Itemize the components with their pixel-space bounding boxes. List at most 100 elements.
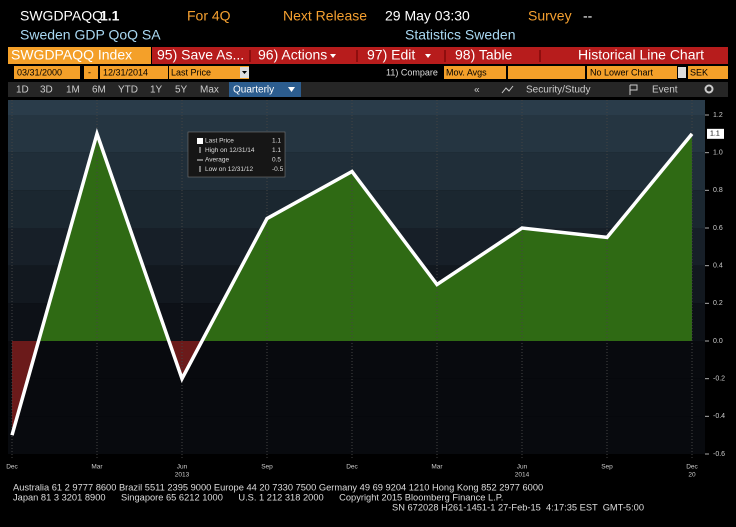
currency[interactable]	[688, 66, 728, 79]
mov-avgs-text: Mov. Avgs	[446, 67, 487, 77]
field-text: Last Price	[171, 67, 211, 77]
field-select[interactable]	[169, 66, 249, 79]
release-label: Next Release	[283, 8, 367, 24]
y-tick-label: -0.4	[713, 413, 725, 420]
chart-type: Historical Line Chart	[578, 47, 704, 63]
x-tick-label: Dec	[686, 464, 698, 471]
range-tab[interactable]: 1Y	[150, 85, 163, 96]
range-tab[interactable]: 5Y	[175, 85, 188, 96]
x-year-label: 20	[688, 472, 696, 479]
security-label: SWGDPAQQ Index	[11, 47, 132, 63]
period: For 4Q	[187, 8, 231, 24]
y-tick-label: 1.0	[713, 150, 723, 157]
y-tick-label: 1.2	[713, 112, 723, 119]
frequency-select[interactable]	[229, 82, 301, 97]
collapse[interactable]: «	[474, 85, 480, 96]
x-year-label: 2014	[515, 472, 530, 479]
x-year-label: 2013	[175, 472, 190, 479]
legend	[187, 131, 286, 178]
source: Statistics Sweden	[405, 27, 516, 43]
dropdown-arrow	[242, 71, 247, 74]
toolbar-button[interactable]: 96) Actions	[258, 47, 327, 63]
toolbar-button[interactable]: 97) Edit	[367, 47, 415, 63]
x-tick-label: Sep	[261, 464, 273, 471]
y-tick-label: 0.2	[713, 300, 723, 307]
y-tick-label: 0.6	[713, 225, 723, 232]
release-date: 29 May 03:30	[385, 8, 470, 24]
frequency: Quarterly	[233, 85, 274, 96]
legend-value: 1.1	[272, 138, 281, 145]
band	[8, 100, 705, 115]
range-tab[interactable]: 6M	[92, 85, 106, 96]
tab-bar	[8, 82, 728, 97]
y-tick-label: 0.4	[713, 263, 723, 270]
legend-icons	[197, 147, 203, 172]
range-tab[interactable]: Max	[200, 85, 219, 96]
x-tick-label: Mar	[91, 464, 103, 471]
band	[8, 115, 705, 153]
lower-chart[interactable]	[587, 66, 677, 79]
end-date[interactable]	[100, 66, 168, 79]
range-tab[interactable]: YTD	[118, 85, 138, 96]
last-value-box	[707, 128, 724, 139]
mov-avgs[interactable]	[444, 66, 506, 79]
survey-value: --	[583, 8, 593, 24]
y-tick-label: 0.0	[713, 338, 723, 345]
x-tick-label: Jun	[177, 464, 188, 471]
icon	[501, 84, 638, 95]
x-tick-label: Sep	[601, 464, 613, 471]
legend-label: Low on 12/31/12	[205, 166, 253, 173]
band	[8, 416, 705, 454]
dropdown-arrow	[288, 87, 295, 92]
currency-text: SEK	[690, 67, 708, 77]
y-tick-label: 0.8	[713, 187, 723, 194]
x-tick-label: Dec	[346, 464, 358, 471]
toolbar	[152, 47, 728, 64]
separator-text: -	[88, 67, 91, 77]
dropdown[interactable]	[678, 67, 686, 78]
separator-box	[84, 66, 98, 79]
survey-label: Survey	[528, 8, 572, 24]
range-tab[interactable]: 1D	[16, 85, 29, 96]
start-date-text: 03/31/2000	[17, 67, 62, 77]
compare[interactable]: 11) Compare	[386, 67, 438, 77]
y-tick-label: -0.2	[713, 376, 725, 383]
start-date[interactable]	[14, 66, 80, 79]
legend-label: High on 12/31/14	[205, 147, 255, 154]
x-tick-label: Jun	[517, 464, 528, 471]
legend-label: Average	[205, 157, 229, 164]
legend-swatch	[197, 138, 203, 144]
x-tick-label: Dec	[6, 464, 18, 471]
chart: -0.6 -0.4 -0.2 0.0 0.2 0.4 0.6 0.8 1.0 1.2 Dec Mar J…	[6, 100, 725, 479]
footer-line: Japan 81 3 3201 8900 Singapore 65 6212 1…	[13, 492, 503, 502]
band	[8, 341, 705, 379]
toolbar-button[interactable]: 98) Table	[455, 47, 513, 63]
study[interactable]: Security/Study	[526, 85, 590, 96]
event[interactable]: Event	[652, 85, 678, 96]
y-tick-label: -0.6	[713, 451, 725, 458]
x-tick-label: Mar	[431, 464, 443, 471]
lower-chart-text: No Lower Chart	[590, 67, 654, 77]
legend-value: 0.5	[272, 157, 281, 164]
footer-line: Australia 61 2 9777 8600 Brazil 5511 239…	[13, 482, 543, 492]
band	[8, 378, 705, 417]
toolbar-button[interactable]: 95) Save As...	[157, 47, 244, 63]
end-date-text: 12/31/2014	[103, 67, 148, 77]
line	[10, 127, 694, 436]
security-field[interactable]	[8, 47, 151, 64]
ticker: SWGDPAQQ	[20, 8, 103, 24]
blank-field[interactable]	[508, 66, 585, 79]
gear-icon[interactable]	[704, 84, 714, 94]
security-name: Sweden GDP QoQ SA	[20, 27, 161, 43]
footer-line: SN 672028 H261-1451-1 27-Feb-15 4:17:35 …	[392, 502, 644, 512]
legend-label: Last Price	[205, 138, 234, 145]
range-tab[interactable]: 3D	[40, 85, 53, 96]
legend-value: 1.1	[272, 147, 281, 154]
legend-value: -0.5	[272, 166, 284, 173]
separator	[249, 50, 541, 62]
last-value-label: 1.1	[710, 131, 720, 138]
last-price: 1.1	[100, 8, 120, 24]
range-tab[interactable]: 1M	[66, 85, 80, 96]
